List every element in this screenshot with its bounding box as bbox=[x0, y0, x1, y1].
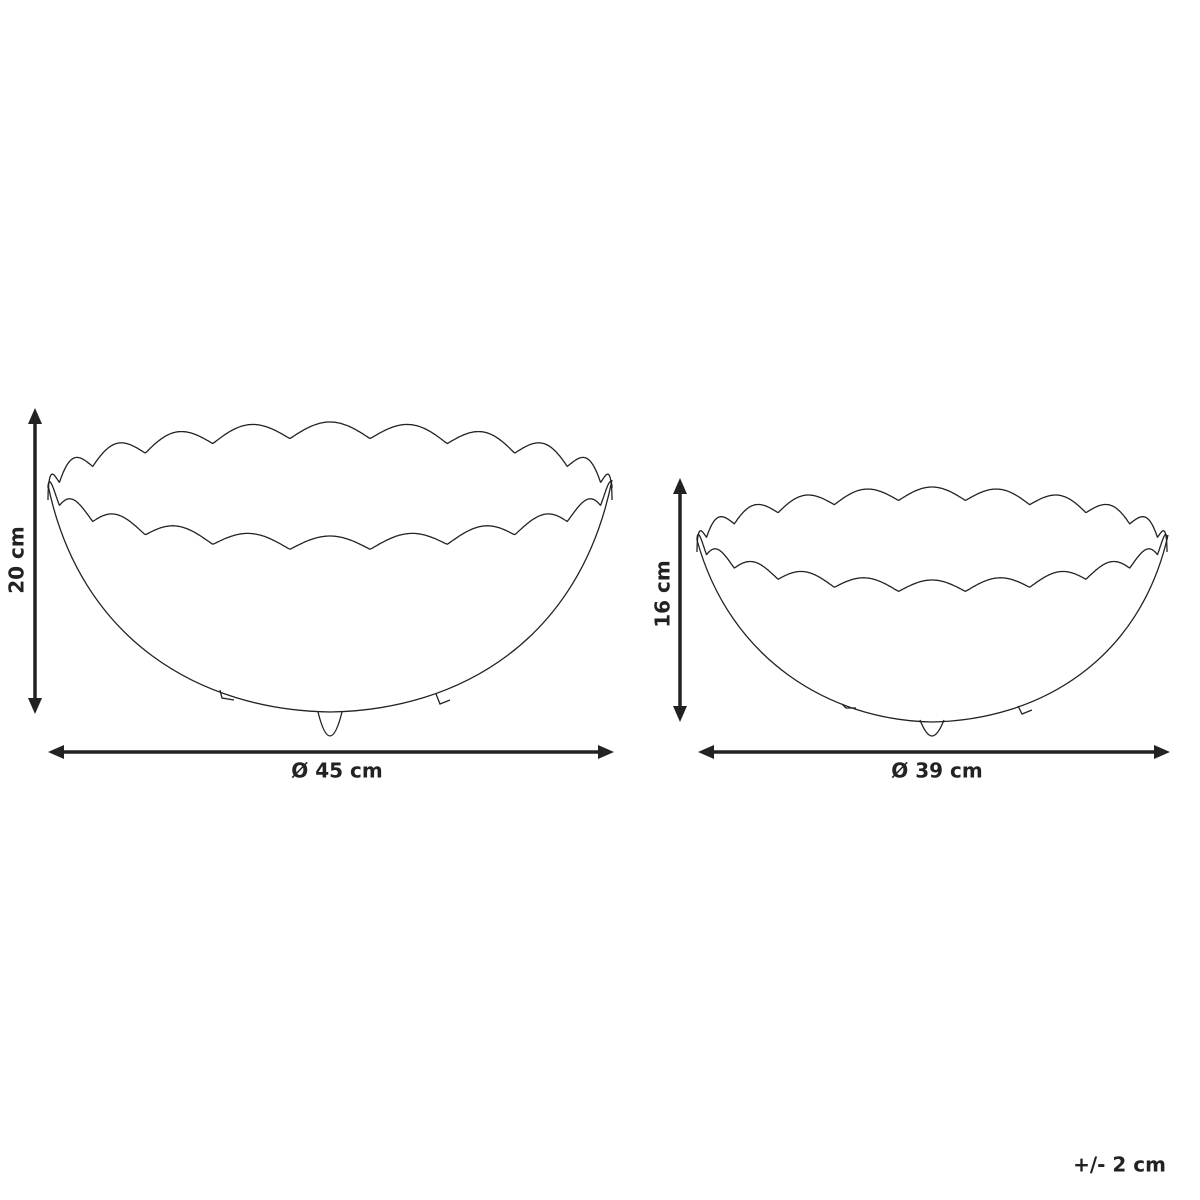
bowl-body bbox=[47, 479, 613, 713]
tolerance-note: +/- 2 cm bbox=[1073, 1153, 1166, 1177]
dimension-lines bbox=[28, 408, 1170, 759]
arrow-head bbox=[698, 745, 714, 759]
bowl-foot bbox=[317, 711, 343, 737]
bowl-foot bbox=[219, 689, 235, 701]
bowl-rim bbox=[696, 533, 1168, 593]
bowl-rim bbox=[47, 421, 613, 500]
arrow-head bbox=[673, 478, 687, 494]
arrow-head bbox=[1154, 745, 1170, 759]
height-label: 16 cm bbox=[651, 560, 675, 628]
diameter-label: Ø 39 cm bbox=[891, 759, 982, 783]
height-label: 20 cm bbox=[5, 526, 29, 594]
arrow-head bbox=[673, 706, 687, 722]
arrow-head bbox=[28, 408, 42, 424]
diameter-label: Ø 45 cm bbox=[291, 759, 382, 783]
arrow-head bbox=[28, 698, 42, 714]
bowl-foot bbox=[435, 693, 451, 705]
bowl-rim bbox=[47, 481, 613, 550]
bowl-rim bbox=[696, 486, 1168, 552]
bowl-drawings bbox=[47, 421, 1169, 737]
arrow-head bbox=[48, 745, 64, 759]
bowl-foot bbox=[919, 719, 945, 737]
bowl-foot bbox=[1017, 705, 1033, 715]
bowl-body bbox=[696, 534, 1169, 723]
arrow-head bbox=[598, 745, 614, 759]
bowl-foot bbox=[841, 703, 856, 709]
